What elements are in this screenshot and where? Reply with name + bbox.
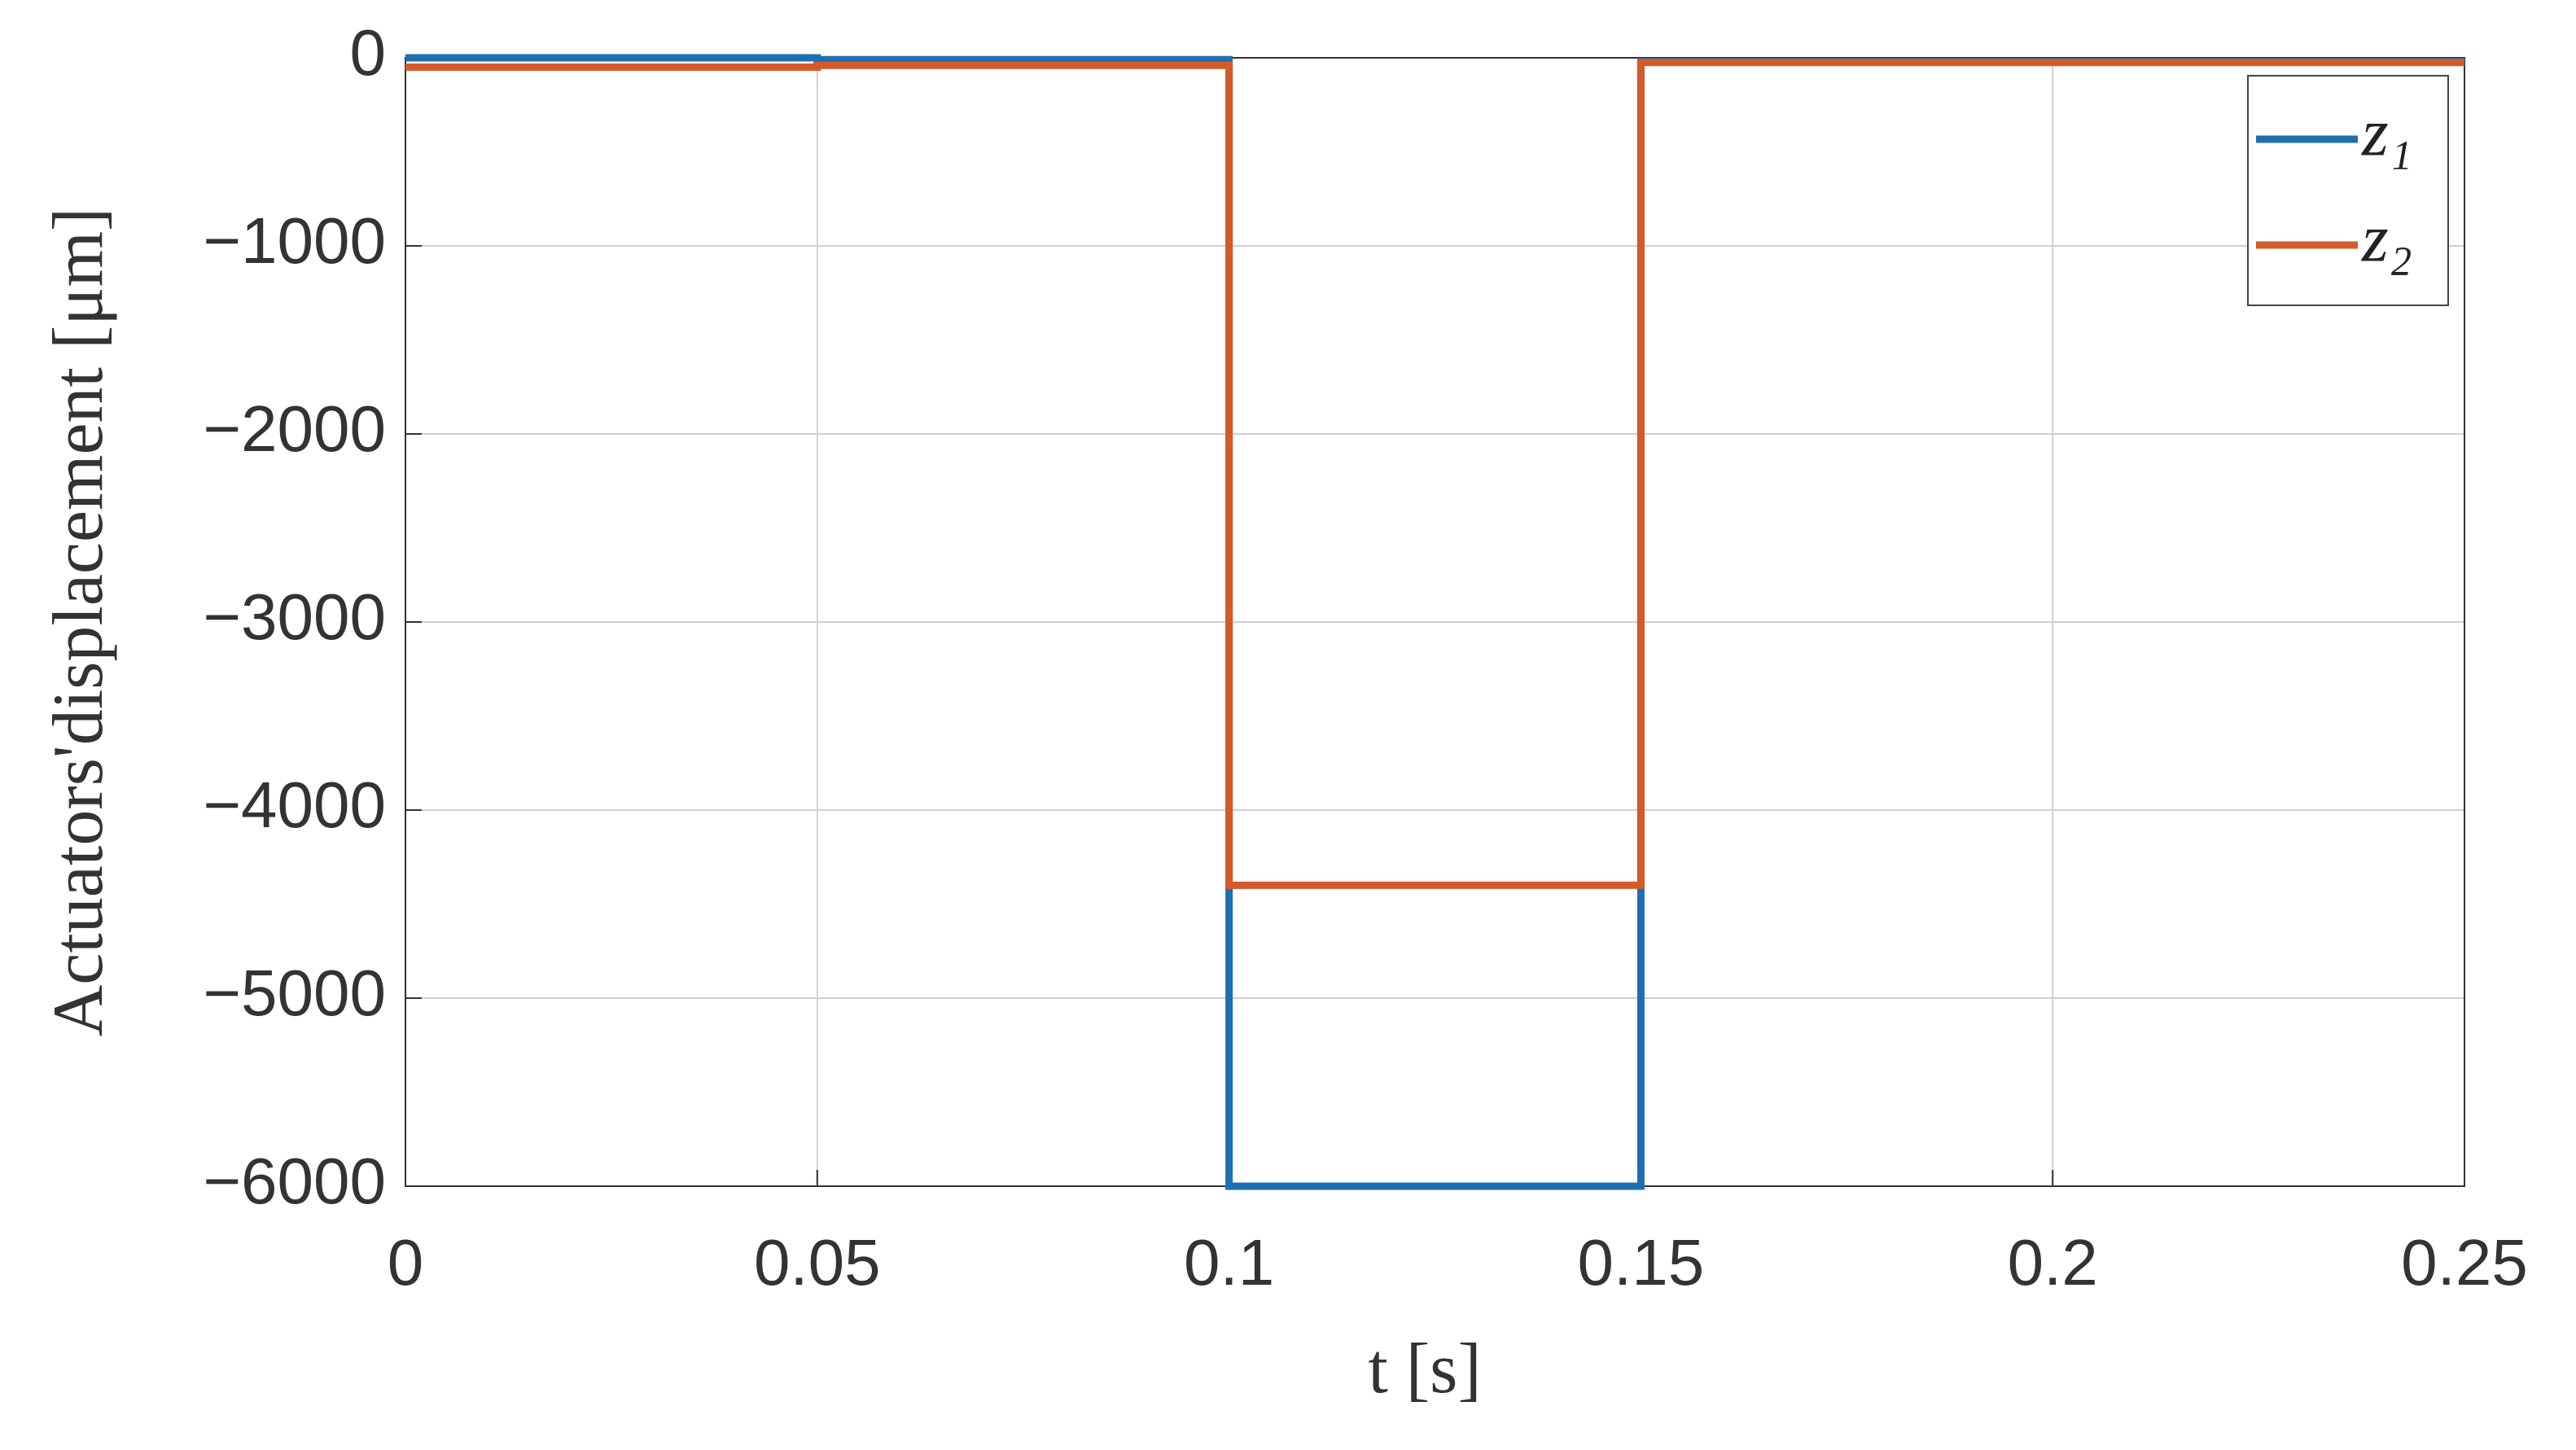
x-tick-label: 0.1 (1184, 1226, 1274, 1299)
y-tick-label: −2000 (203, 392, 386, 465)
series-line (405, 59, 2464, 889)
y-axis-label: Actuators'displacement [μm] (39, 208, 118, 1037)
y-tick-label: 0 (350, 16, 387, 89)
y-tick-label: −3000 (203, 580, 386, 653)
y-tick-label: −5000 (203, 957, 386, 1029)
y-tick-label: −1000 (203, 204, 386, 277)
legend-label: z₁ (2361, 94, 2412, 170)
y-tick-label: −4000 (203, 769, 386, 841)
x-tick-label: 0.15 (1578, 1226, 1705, 1299)
x-tick-label: 0.2 (2008, 1226, 2098, 1299)
x-tick-label: 0.05 (754, 1226, 881, 1299)
x-tick-label: 0.25 (2401, 1226, 2528, 1299)
x-axis-label: t [s] (1368, 1330, 1481, 1408)
x-tick-label: 0 (388, 1226, 424, 1299)
y-tick-label: −6000 (203, 1145, 386, 1217)
legend-box (2247, 75, 2449, 306)
legend-label: z₂ (2361, 200, 2412, 276)
